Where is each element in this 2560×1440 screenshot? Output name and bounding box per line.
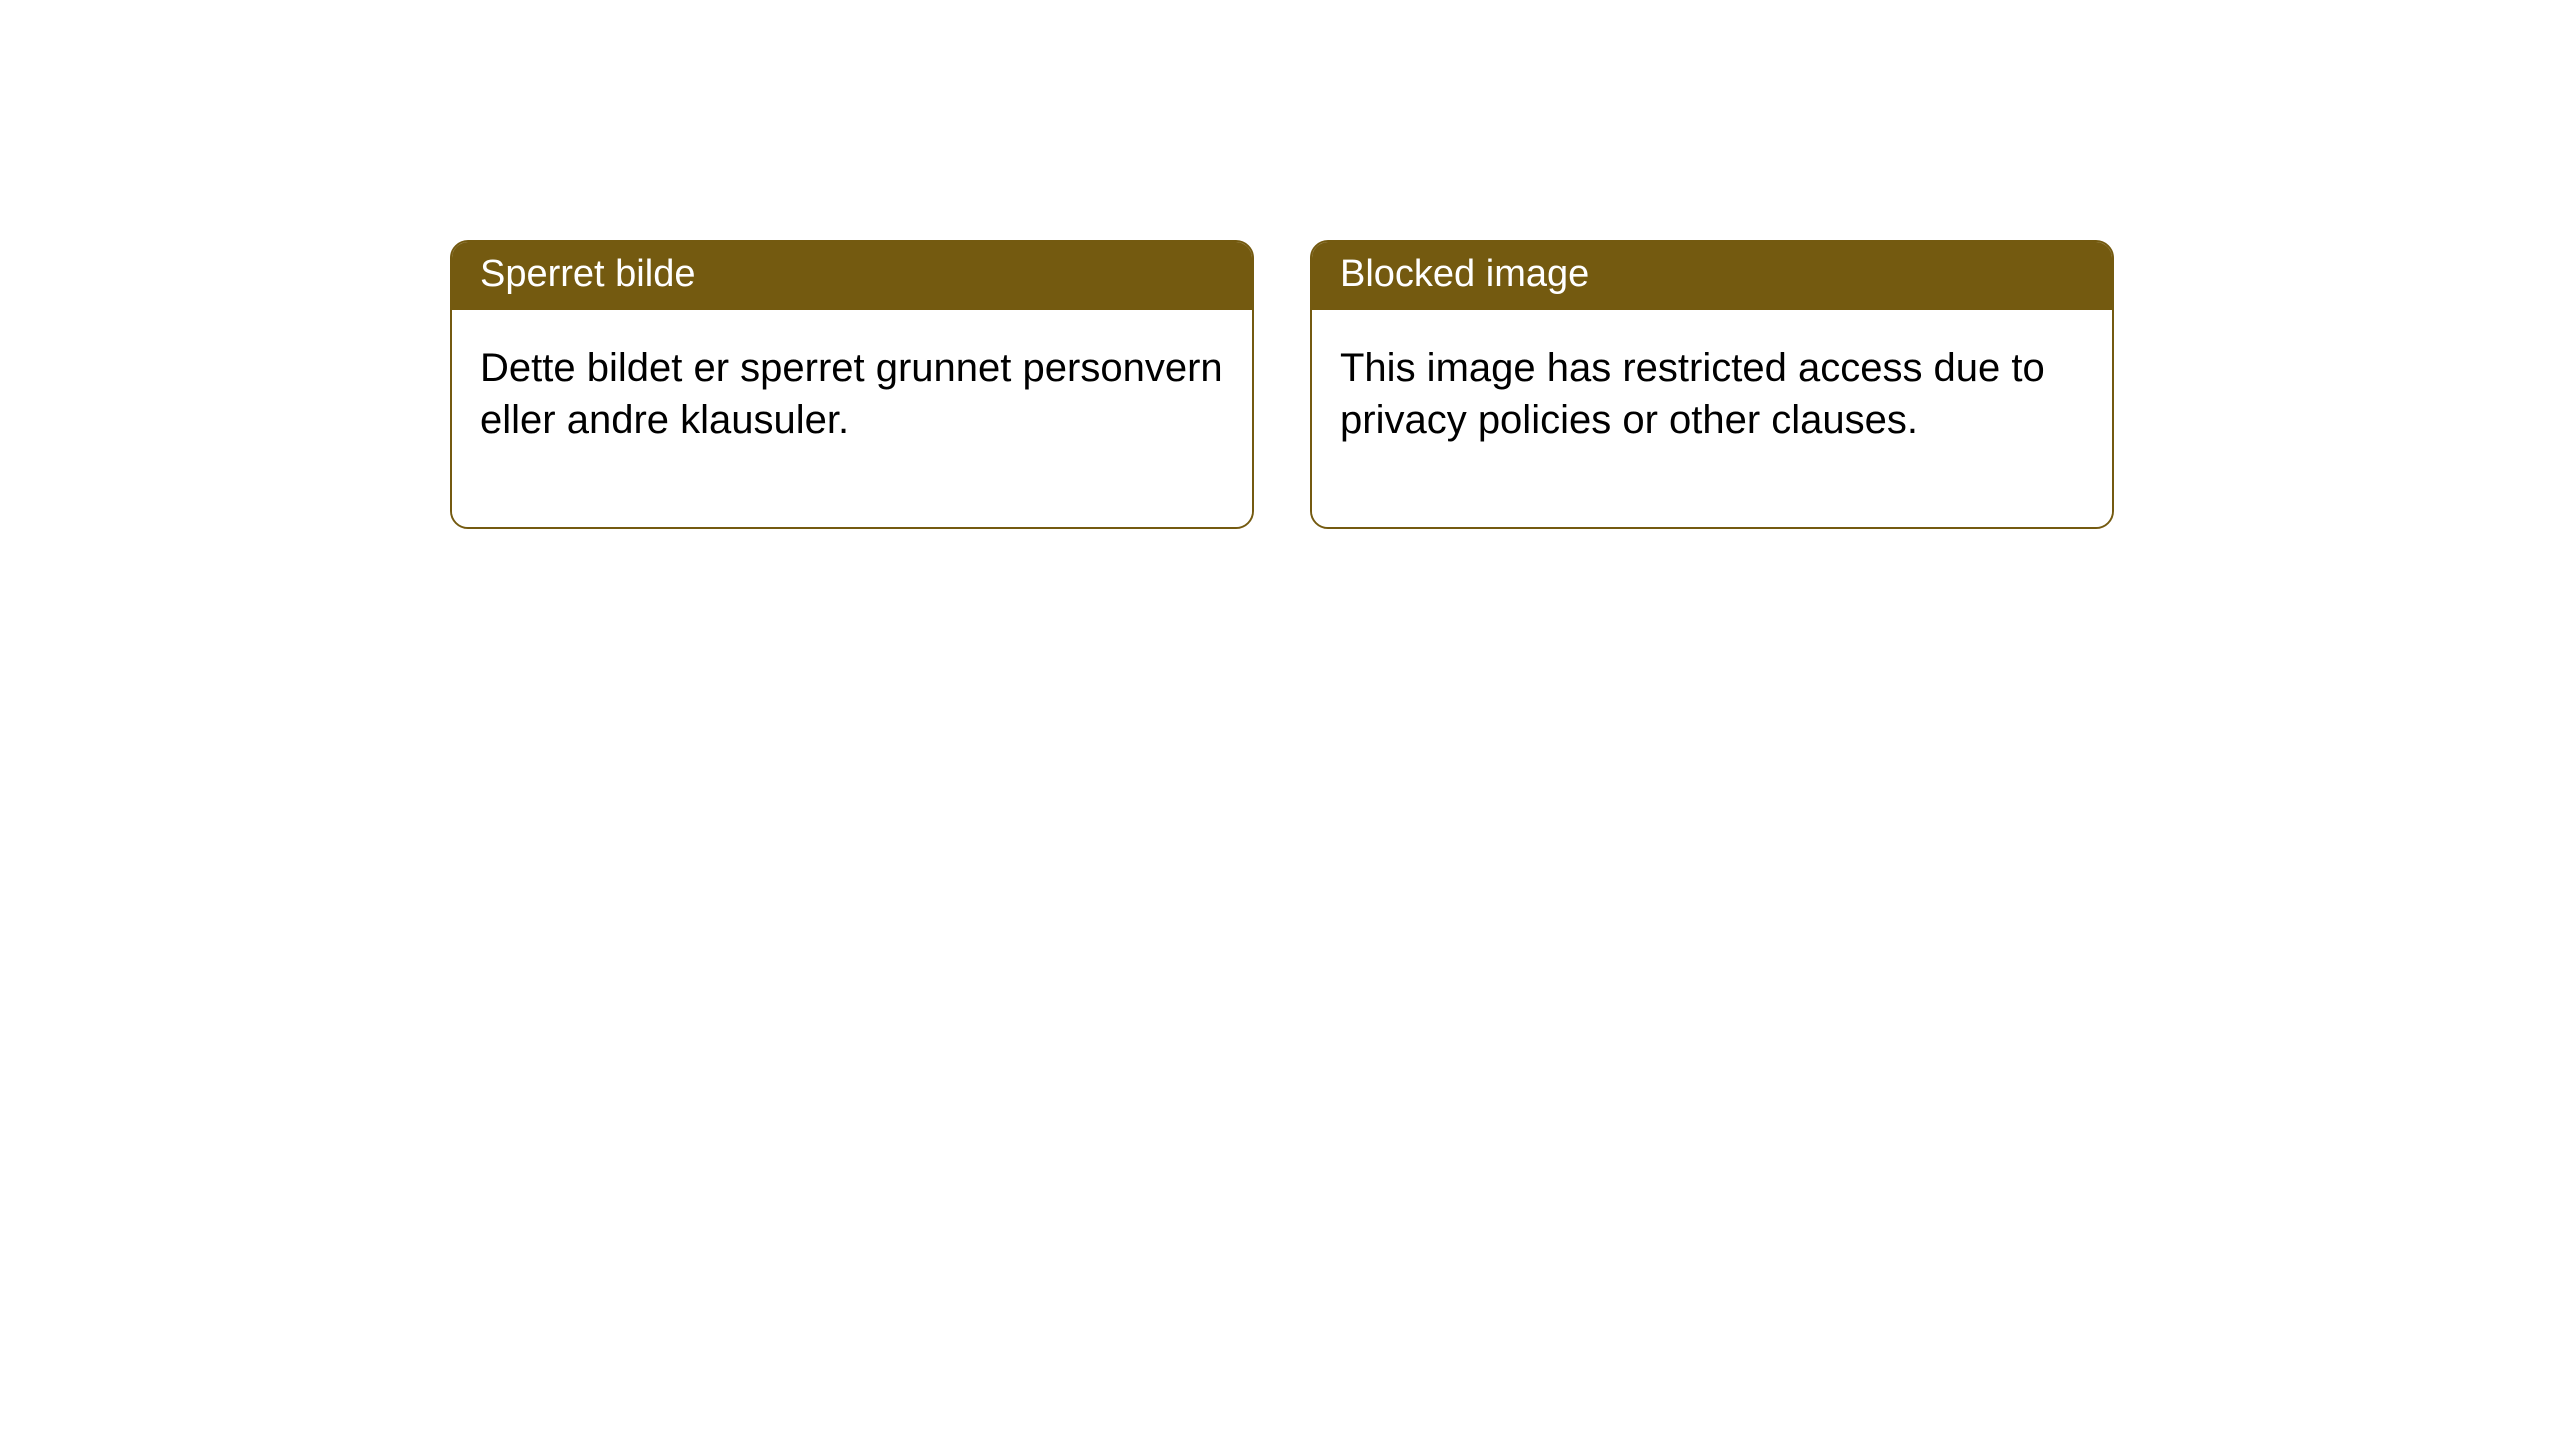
- notice-body-no: Dette bildet er sperret grunnet personve…: [452, 310, 1252, 528]
- notice-card-en: Blocked image This image has restricted …: [1310, 240, 2114, 529]
- notice-header-no: Sperret bilde: [452, 242, 1252, 310]
- notice-container: Sperret bilde Dette bildet er sperret gr…: [0, 0, 2560, 529]
- notice-body-en: This image has restricted access due to …: [1312, 310, 2112, 528]
- notice-header-en: Blocked image: [1312, 242, 2112, 310]
- notice-card-no: Sperret bilde Dette bildet er sperret gr…: [450, 240, 1254, 529]
